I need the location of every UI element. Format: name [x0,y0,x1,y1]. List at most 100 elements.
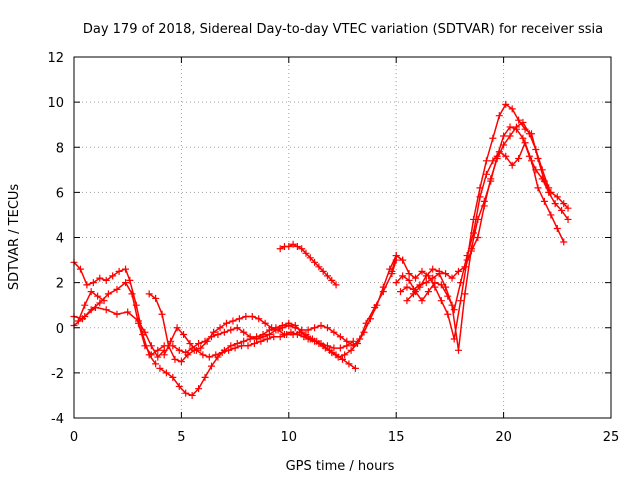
data-point [405,270,413,278]
series-arc-9 [276,240,340,289]
series-arc-1 [70,258,160,368]
data-point [263,335,271,343]
y-tick-label: 8 [56,141,64,156]
data-point [388,267,396,275]
data-point [229,317,237,325]
data-point [429,265,437,273]
data-point [347,346,355,354]
data-point [298,245,306,253]
ticks [73,56,612,419]
data-point [180,331,188,339]
data-point [201,337,209,345]
data-point [538,166,546,174]
data-point [113,310,121,318]
data-point [216,324,224,332]
data-point [167,337,175,345]
data-point [519,118,527,126]
data-point [240,328,248,336]
data-point [242,312,250,320]
y-tick-label: 6 [56,186,64,201]
data-point [489,134,497,142]
data-point [261,319,269,327]
y-tick-label: 4 [56,232,64,247]
data-point [418,297,426,305]
data-point [437,281,445,289]
data-point [448,274,456,282]
data-point [553,224,561,232]
data-point [240,337,248,345]
series-arc-8 [160,252,407,361]
data-point [489,157,497,165]
data-point [399,272,407,280]
data-point [476,193,484,201]
data-point [392,252,400,260]
data-point [104,290,112,298]
data-point [115,267,123,275]
data-point [558,206,566,214]
data-point [508,161,516,169]
data-point [162,369,170,377]
data-point [560,200,568,208]
data-point [487,175,495,183]
data-point [470,229,478,237]
data-point [250,340,258,348]
data-point [538,175,546,183]
data-point [289,331,297,339]
data-point [296,328,304,336]
data-point [467,247,475,255]
data-point [345,360,353,368]
data-point [276,333,284,341]
data-point [223,319,231,327]
y-tick-label: 12 [47,51,64,66]
data-point [506,123,514,131]
data-point [519,134,527,142]
data-point [515,116,523,124]
data-point [412,274,420,282]
data-point [366,315,374,323]
data-point [87,288,95,296]
data-point [409,290,417,298]
data-point [461,290,469,298]
data-point [399,256,407,264]
data-point [302,331,310,339]
data-point [238,342,246,350]
data-point [502,100,510,108]
data-point [152,360,160,368]
series-arc-3 [70,303,168,361]
data-point [341,351,349,359]
data-point [109,272,117,280]
data-point [323,324,331,332]
data-point [81,301,89,309]
data-point [482,170,490,178]
data-point [248,312,256,320]
y-tick-label: 10 [47,96,64,111]
x-tick-label: 25 [603,430,620,445]
data-point [186,340,194,348]
data-point [480,202,488,210]
data-point [233,324,241,332]
data-point [182,349,190,357]
y-axis-label: SDTVAR / TECUs [7,184,22,291]
data-point [534,184,542,192]
series-arc-4 [74,288,108,325]
data-point [311,258,319,266]
data-point [306,254,314,262]
data-point [173,324,181,332]
data-point [315,263,323,271]
data-point [89,279,97,287]
data-point [81,312,89,320]
data-point [461,263,469,271]
data-point [259,333,267,341]
data-point [457,297,465,305]
y-tick-label: 2 [56,277,64,292]
data-point [188,391,196,399]
data-point [302,249,310,257]
data-point [553,193,561,201]
data-point [525,130,533,138]
data-point [311,324,319,332]
data-point [91,303,99,311]
series-line [391,103,569,340]
data-point [454,267,462,275]
data-point [227,342,235,350]
